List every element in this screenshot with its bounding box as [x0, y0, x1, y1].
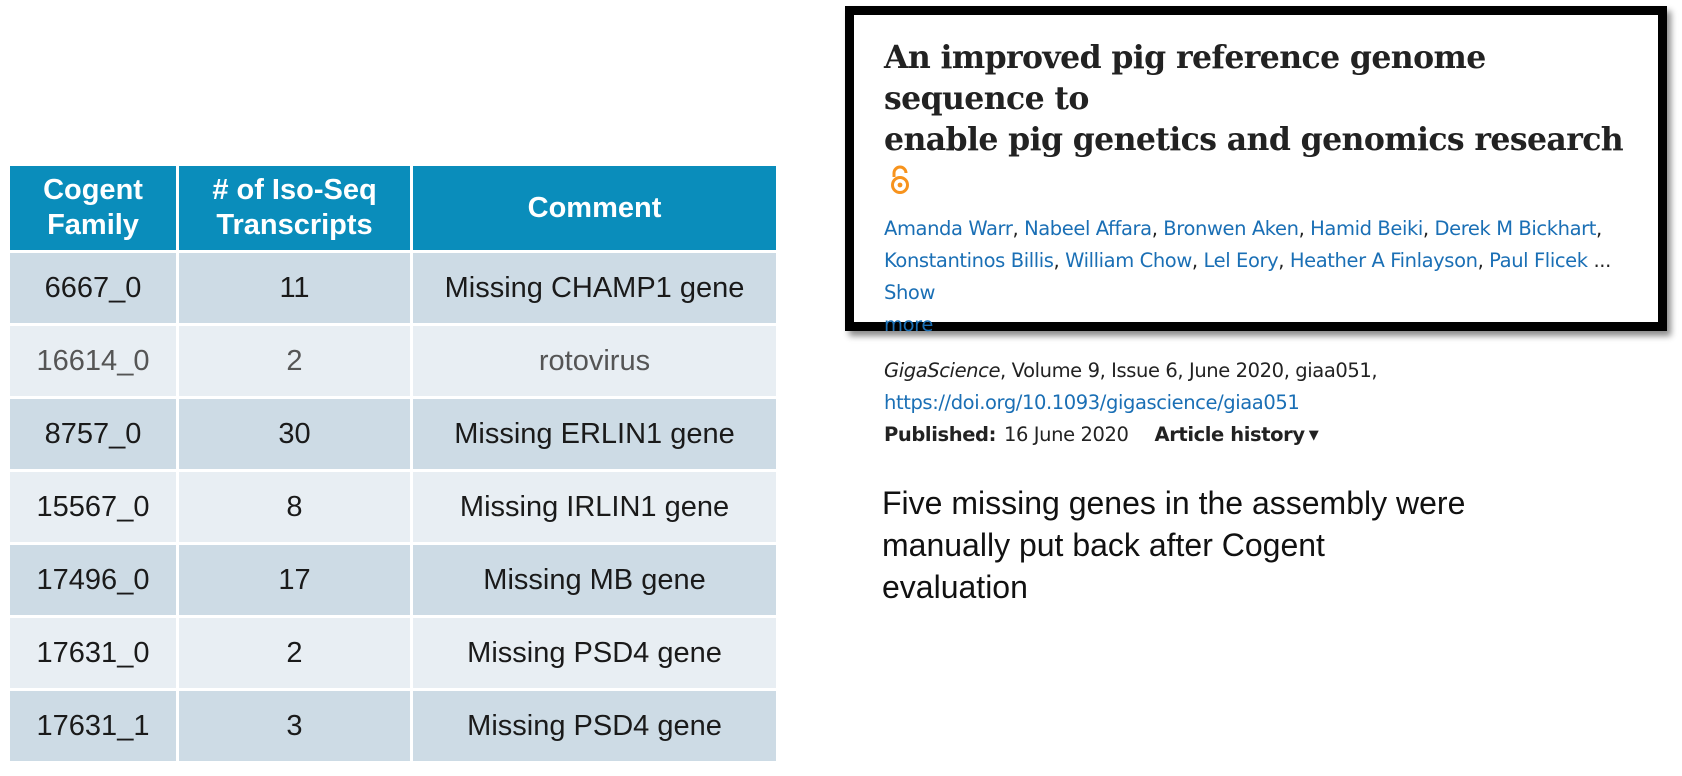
header-isoseq-line1: # of Iso-Seq [212, 174, 377, 206]
caret-down-icon: ▼ [1308, 428, 1319, 443]
table-row: 17631_0 2 Missing PSD4 gene [10, 618, 776, 688]
article-title-line1: An improved pig reference genome sequenc… [884, 39, 1486, 117]
cell-family: 6667_0 [10, 253, 176, 323]
cell-comment: rotovirus [413, 326, 776, 396]
cell-family: 8757_0 [10, 399, 176, 469]
cell-family: 16614_0 [10, 326, 176, 396]
cell-comment: Missing PSD4 gene [413, 691, 776, 761]
author-link[interactable]: Paul Flicek [1489, 249, 1588, 272]
article-citation-card: An improved pig reference genome sequenc… [845, 6, 1667, 446]
article-title-line2: enable pig genetics and genomics researc… [884, 121, 1624, 158]
published-date: 16 June 2020 [1003, 423, 1129, 446]
author-list: Amanda Warr, Nabeel Affara, Bronwen Aken… [884, 217, 1611, 336]
cell-transcripts: 8 [179, 472, 410, 542]
cogent-table-container: Cogent Family # of Iso-Seq Transcripts C… [10, 166, 776, 764]
cell-comment: Missing PSD4 gene [413, 618, 776, 688]
cell-transcripts: 2 [179, 618, 410, 688]
author-link[interactable]: Hamid Beiki [1310, 217, 1423, 240]
article-title[interactable]: An improved pig reference genome sequenc… [884, 37, 1634, 205]
published-label: Published: [884, 423, 996, 446]
author-link[interactable]: Konstantinos Billis [884, 249, 1054, 272]
author-link[interactable]: Nabeel Affara [1024, 217, 1152, 240]
table-row: 15567_0 8 Missing IRLIN1 gene [10, 472, 776, 542]
cell-transcripts: 2 [179, 326, 410, 396]
author-ellipsis: ... [1593, 249, 1611, 272]
doi-link[interactable]: https://doi.org/10.1093/gigascience/giaa… [884, 391, 1300, 414]
header-isoseq-line2: Transcripts [216, 209, 373, 241]
publication-line: Published: 16 June 2020 Article history ▼ [884, 419, 1634, 452]
show-more-authors-link-continued[interactable]: more [884, 313, 933, 336]
table-row: 6667_0 11 Missing CHAMP1 gene [10, 253, 776, 323]
cell-comment: Missing MB gene [413, 545, 776, 615]
cell-transcripts: 3 [179, 691, 410, 761]
article-history-toggle[interactable]: Article history ▼ [1155, 423, 1319, 446]
note-line1: Five missing genes in the assembly were [882, 485, 1466, 521]
author-link[interactable]: William Chow [1065, 249, 1192, 272]
cell-family: 17631_0 [10, 618, 176, 688]
author-link[interactable]: Amanda Warr [884, 217, 1013, 240]
cell-transcripts: 17 [179, 545, 410, 615]
note-line2: manually put back after Cogent [882, 527, 1325, 563]
slide-note: Five missing genes in the assembly were … [882, 482, 1582, 608]
cell-transcripts: 30 [179, 399, 410, 469]
open-access-lock-icon [890, 164, 910, 205]
note-line3: evaluation [882, 569, 1028, 605]
cell-comment: Missing IRLIN1 gene [413, 472, 776, 542]
author-link[interactable]: Lel Eory [1203, 249, 1279, 272]
header-cogent-family: Cogent Family [10, 166, 176, 250]
author-link[interactable]: Derek M Bickhart [1434, 217, 1597, 240]
cell-transcripts: 11 [179, 253, 410, 323]
citation-info: GigaScience, Volume 9, Issue 6, June 202… [884, 355, 1634, 419]
cell-family: 17631_1 [10, 691, 176, 761]
cell-family: 17496_0 [10, 545, 176, 615]
table-header-row: Cogent Family # of Iso-Seq Transcripts C… [10, 166, 776, 250]
header-cogent-family-line2: Family [47, 209, 139, 241]
citation-details: , Volume 9, Issue 6, June 2020, giaa051, [1000, 359, 1378, 382]
table-row: 17496_0 17 Missing MB gene [10, 545, 776, 615]
table-row: 16614_0 2 rotovirus [10, 326, 776, 396]
table-row: 8757_0 30 Missing ERLIN1 gene [10, 399, 776, 469]
author-link[interactable]: Heather A Finlayson [1289, 249, 1478, 272]
journal-name: GigaScience [884, 359, 1001, 382]
author-link[interactable]: Bronwen Aken [1163, 217, 1299, 240]
header-comment: Comment [413, 166, 776, 250]
cogent-family-table: Cogent Family # of Iso-Seq Transcripts C… [7, 163, 779, 764]
article-history-label: Article history [1154, 423, 1306, 446]
header-cogent-family-line1: Cogent [43, 174, 143, 206]
cell-comment: Missing CHAMP1 gene [413, 253, 776, 323]
cell-comment: Missing ERLIN1 gene [413, 399, 776, 469]
header-comment-line1: Comment [527, 191, 662, 224]
header-isoseq-transcripts: # of Iso-Seq Transcripts [179, 166, 410, 250]
table-row: 17631_1 3 Missing PSD4 gene [10, 691, 776, 761]
cell-family: 15567_0 [10, 472, 176, 542]
show-more-authors-link[interactable]: Show [884, 281, 936, 304]
